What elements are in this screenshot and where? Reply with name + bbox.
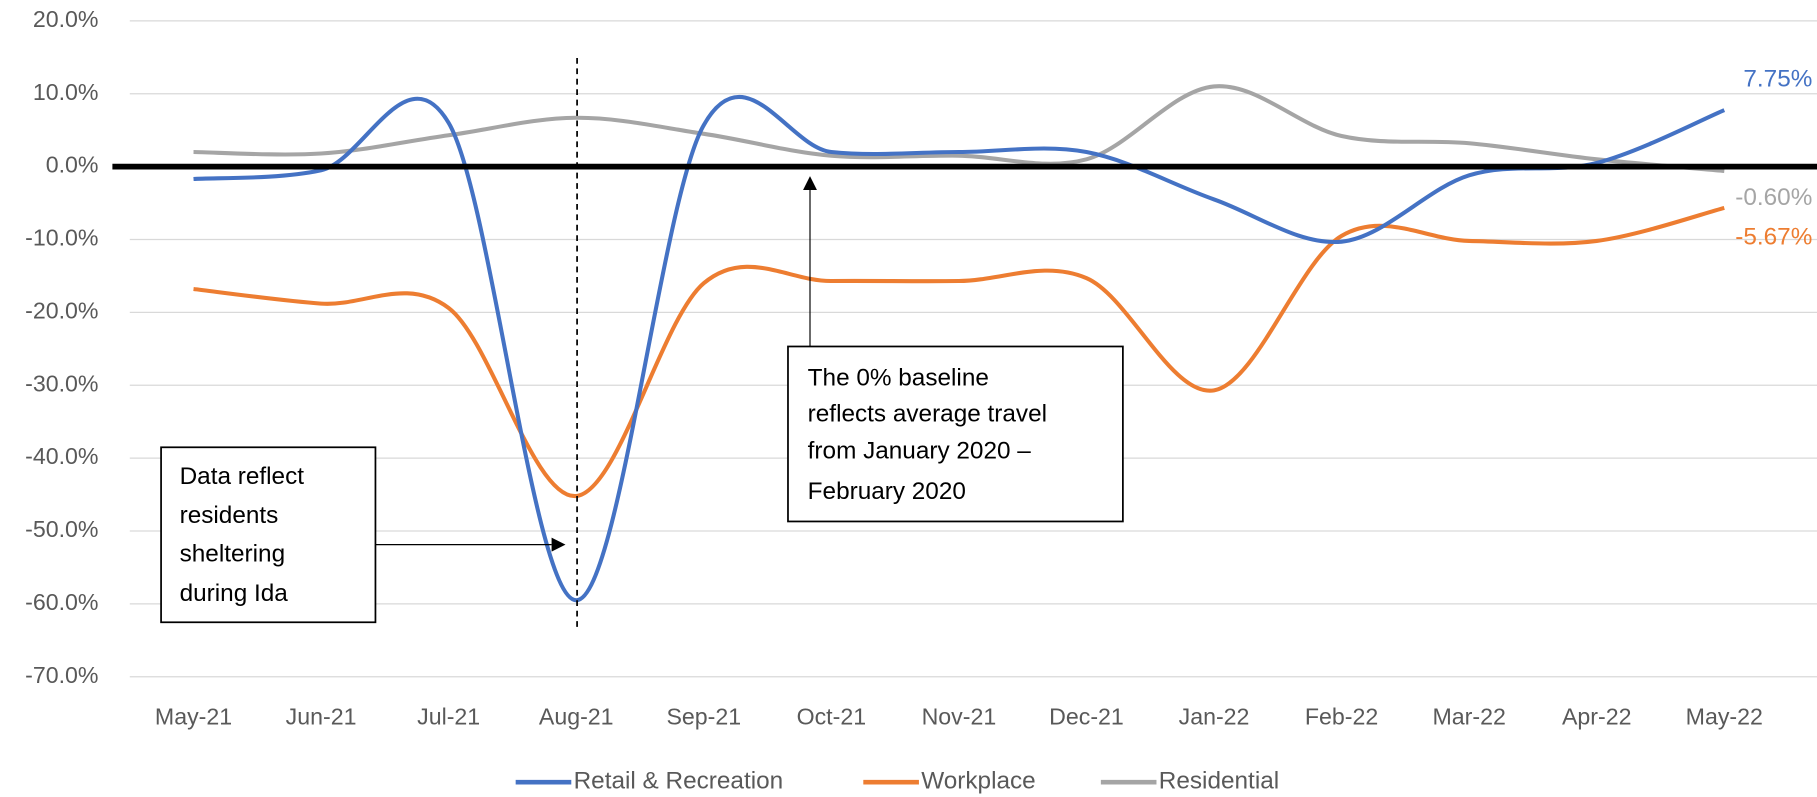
- x-tick-label: Dec-21: [1049, 704, 1124, 730]
- callout-box: [160, 446, 377, 624]
- arrow-head: [551, 537, 566, 552]
- legend-label: Residential: [1159, 768, 1279, 795]
- callout-text: February 2020: [808, 478, 966, 505]
- x-tick-label: Jun-21: [286, 704, 357, 730]
- legend-label: Workplace: [921, 768, 1035, 795]
- lines: -0.60% -5.67% 7.75%: [112, 65, 1817, 603]
- y-tick-label: 0.0%: [46, 152, 99, 178]
- x-tick-label: Oct-21: [797, 704, 867, 730]
- x-tick-label: Mar-22: [1432, 704, 1505, 730]
- y-tick-label: -50.0%: [25, 516, 98, 542]
- x-tick-label: Aug-21: [539, 704, 614, 730]
- callout-text: reflects average travel: [808, 400, 1047, 427]
- series-line: [193, 84, 1725, 174]
- callout: Data reflect residents sheltering during…: [160, 446, 566, 624]
- x-tick-label: May-22: [1686, 704, 1763, 730]
- y-tick-label: -60.0%: [25, 589, 98, 615]
- x-tick-label: Jan-22: [1179, 704, 1250, 730]
- legend: Retail & Recreation Workplace Residential: [515, 768, 1279, 795]
- data-label: -0.60%: [1735, 184, 1812, 211]
- plot: 20.0% 10.0% 0.0% -10.0% -20.0% -30.0% -40.0% -5…: [25, 6, 1817, 795]
- arrow-head: [803, 176, 817, 191]
- callout-text: Data reflect: [180, 463, 305, 490]
- x-tick-label: Apr-22: [1562, 704, 1632, 730]
- series-line: [193, 95, 1726, 603]
- x-tick-label: Jul-21: [417, 704, 480, 730]
- callout-text: sheltering: [180, 540, 286, 567]
- callout-text: during Ida: [180, 580, 289, 607]
- callout-text: residents: [180, 502, 279, 529]
- x-tick-label: Nov-21: [922, 704, 997, 730]
- callout-box: [787, 345, 1124, 523]
- callout-text: The 0% baseline: [808, 364, 989, 391]
- y-tick-label: 20.0%: [33, 6, 99, 32]
- x-tick-label: Feb-22: [1305, 704, 1378, 730]
- data-label: -5.67%: [1735, 223, 1812, 250]
- y-tick-label: -40.0%: [25, 443, 98, 469]
- callout-text: from January 2020 –: [808, 437, 1032, 464]
- x-tick-label: May-21: [155, 704, 232, 730]
- data-label: 7.75%: [1743, 65, 1812, 92]
- y-tick-label: -20.0%: [25, 297, 98, 323]
- y-tick-label: -10.0%: [25, 225, 98, 251]
- x-tick-label: Sep-21: [666, 704, 741, 730]
- series-line: [193, 205, 1725, 499]
- y-tick-label: 10.0%: [33, 79, 99, 105]
- y-tick-label: -70.0%: [25, 662, 98, 688]
- y-tick-label: -30.0%: [25, 370, 98, 396]
- callout: The 0% baseline reflects average travel …: [787, 176, 1124, 523]
- legend-label: Retail & Recreation: [574, 768, 784, 795]
